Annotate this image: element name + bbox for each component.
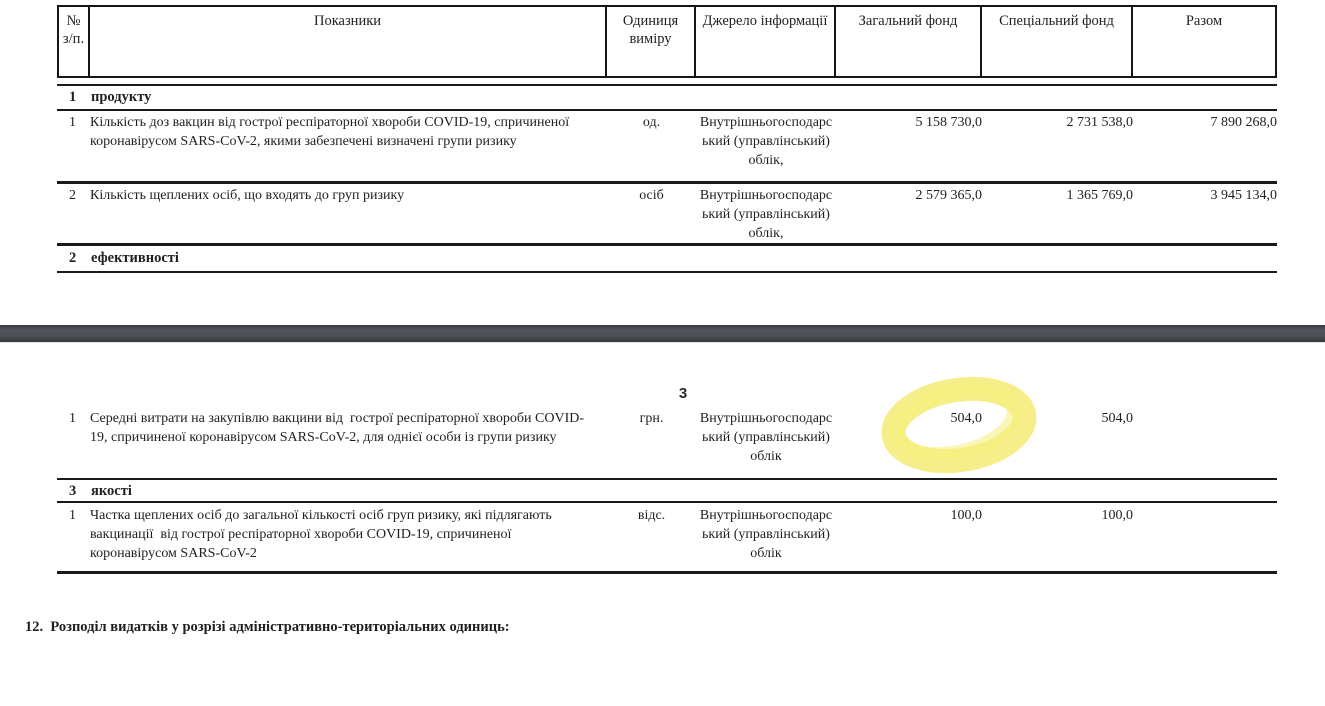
header-unit: Одиниця виміру: [607, 7, 696, 76]
table-rule: [57, 478, 1277, 480]
row-number: 1: [69, 508, 76, 523]
special-fund-value: 504,0: [1101, 411, 1134, 426]
unit-cell: осіб: [639, 188, 664, 203]
paragraph-12: 12. Розподіл видатків у розрізі адмініст…: [25, 619, 510, 635]
unit-cell: відс.: [637, 508, 666, 523]
row-number: 2: [69, 188, 76, 203]
header-indicator: Показники: [90, 7, 607, 76]
special-fund-value: 2 731 538,0: [1066, 115, 1134, 130]
general-fund-value: 100,0: [950, 508, 983, 523]
section-number: 1: [69, 89, 77, 105]
table-rule: [57, 84, 1277, 86]
total-value: 7 890 268,0: [1210, 115, 1278, 130]
row-number: 1: [69, 411, 76, 426]
source-cell: Внутрішньогосподарс ький (управлінський)…: [699, 508, 833, 561]
general-fund-value: 504,0: [950, 411, 983, 426]
table-rule: [57, 181, 1277, 184]
header-source: Джерело інформації: [696, 7, 836, 76]
table-header: № з/п. Показники Одиниця виміру Джерело …: [57, 5, 1277, 78]
indicator-text: Середні витрати на закупівлю вакцини від…: [90, 411, 585, 445]
table-rule: [57, 109, 1277, 111]
table-rule: [57, 271, 1277, 273]
section-number: 2: [69, 250, 77, 266]
header-special-fund: Спеціальний фонд: [982, 7, 1133, 76]
indicator-text: Частка щеплених осіб до загальної кілько…: [90, 508, 556, 561]
table-rule: [57, 501, 1277, 503]
section-title: ефективності: [91, 250, 179, 266]
section-title: якості: [91, 483, 132, 499]
section-number: 3: [69, 483, 77, 499]
header-general-fund: Загальний фонд: [836, 7, 982, 76]
unit-cell: од.: [642, 115, 661, 130]
row-number: 1: [69, 115, 76, 130]
general-fund-value: 2 579 365,0: [915, 188, 983, 203]
special-fund-value: 1 365 769,0: [1066, 188, 1134, 203]
total-value: 3 945 134,0: [1210, 188, 1278, 203]
source-cell: Внутрішньогосподарс ький (управлінський)…: [699, 411, 833, 464]
table-rule: [57, 571, 1277, 574]
header-total: Разом: [1185, 13, 1223, 29]
source-cell: Внутрішньогосподарс ький (управлінський)…: [699, 188, 833, 241]
page-break-band: [0, 325, 1325, 343]
indicator-text: Кількість доз вакцин від гострої респіра…: [90, 115, 573, 149]
table-rule: [57, 243, 1277, 246]
special-fund-value: 100,0: [1101, 508, 1134, 523]
section-title: продукту: [91, 89, 152, 105]
page-number: 3: [678, 385, 688, 402]
header-num: № з/п.: [59, 7, 90, 76]
source-cell: Внутрішньогосподарс ький (управлінський)…: [699, 115, 833, 168]
general-fund-value: 5 158 730,0: [915, 115, 983, 130]
indicator-text: Кількість щеплених осіб, що входять до г…: [90, 188, 405, 203]
unit-cell: грн.: [639, 411, 664, 426]
